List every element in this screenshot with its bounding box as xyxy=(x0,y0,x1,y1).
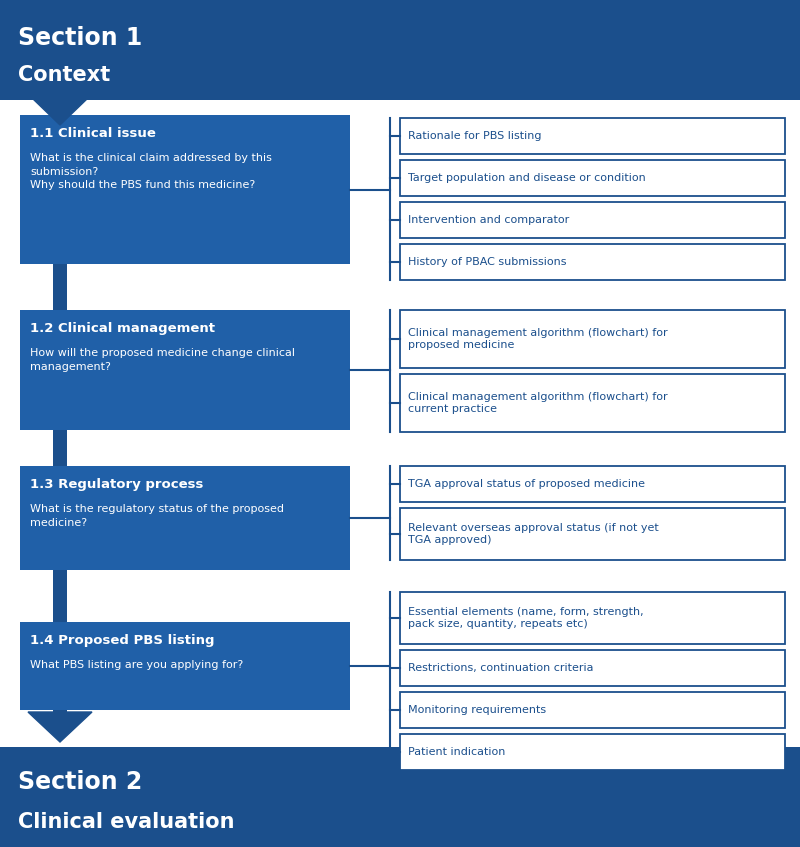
Text: Essential elements (name, form, strength,
pack size, quantity, repeats etc): Essential elements (name, form, strength… xyxy=(408,606,644,629)
Bar xyxy=(20,466,350,570)
Text: History of PBAC submissions: History of PBAC submissions xyxy=(408,257,566,267)
Text: Section 2: Section 2 xyxy=(18,770,142,794)
Bar xyxy=(400,202,785,238)
Text: Clinical management algorithm (flowchart) for
current practice: Clinical management algorithm (flowchart… xyxy=(408,391,668,414)
Text: Section 1: Section 1 xyxy=(18,26,142,50)
Polygon shape xyxy=(32,98,88,125)
Text: Clinical management algorithm (flowchart) for
proposed medicine: Clinical management algorithm (flowchart… xyxy=(408,328,668,351)
Text: How will the proposed medicine change clinical
management?: How will the proposed medicine change cl… xyxy=(30,348,295,372)
Bar xyxy=(20,115,350,264)
Bar xyxy=(20,622,350,710)
Bar xyxy=(0,0,800,100)
Text: 1.4 Proposed PBS listing: 1.4 Proposed PBS listing xyxy=(30,634,214,646)
Text: What is the regulatory status of the proposed
medicine?: What is the regulatory status of the pro… xyxy=(30,504,284,528)
Bar xyxy=(400,244,785,280)
Bar xyxy=(20,310,350,430)
Text: Clinical evaluation: Clinical evaluation xyxy=(18,812,234,832)
Polygon shape xyxy=(28,712,92,742)
Bar xyxy=(400,310,785,368)
Text: Intervention and comparator: Intervention and comparator xyxy=(408,215,570,225)
Text: Patient indication: Patient indication xyxy=(408,747,506,757)
Bar xyxy=(400,374,785,432)
Text: 1.1 Clinical issue: 1.1 Clinical issue xyxy=(30,126,156,140)
Bar xyxy=(0,747,800,847)
Bar xyxy=(400,118,785,154)
Text: Relevant overseas approval status (if not yet
TGA approved): Relevant overseas approval status (if no… xyxy=(408,523,658,545)
Bar xyxy=(400,592,785,644)
Text: Context: Context xyxy=(18,65,110,85)
Bar xyxy=(400,466,785,502)
Text: TGA approval status of proposed medicine: TGA approval status of proposed medicine xyxy=(408,479,645,489)
Text: What PBS listing are you applying for?: What PBS listing are you applying for? xyxy=(30,660,243,670)
Bar xyxy=(400,160,785,196)
Text: Rationale for PBS listing: Rationale for PBS listing xyxy=(408,131,542,141)
Text: Monitoring requirements: Monitoring requirements xyxy=(408,705,546,715)
Bar xyxy=(400,734,785,770)
Text: What is the clinical claim addressed by this
submission?
Why should the PBS fund: What is the clinical claim addressed by … xyxy=(30,153,272,191)
Text: Restrictions, continuation criteria: Restrictions, continuation criteria xyxy=(408,663,594,673)
Text: 1.2 Clinical management: 1.2 Clinical management xyxy=(30,322,215,335)
Text: 1.3 Regulatory process: 1.3 Regulatory process xyxy=(30,478,203,490)
Bar xyxy=(400,692,785,728)
Bar xyxy=(400,508,785,560)
Text: Target population and disease or condition: Target population and disease or conditi… xyxy=(408,173,646,183)
Bar xyxy=(53,98,67,717)
Bar xyxy=(400,650,785,686)
